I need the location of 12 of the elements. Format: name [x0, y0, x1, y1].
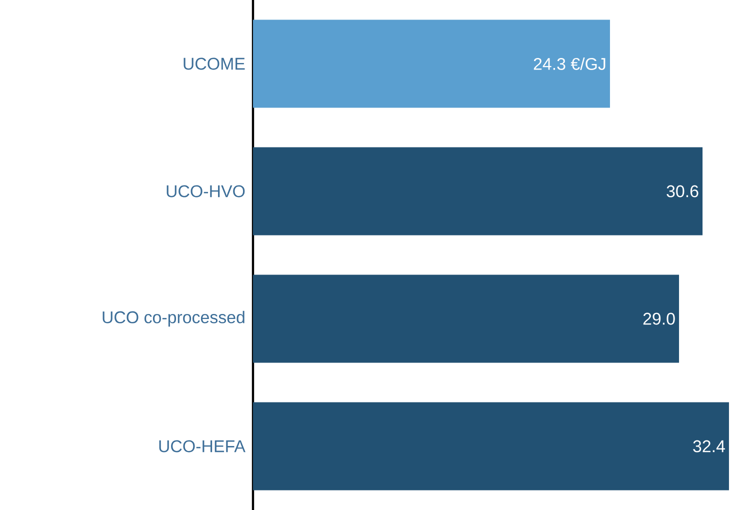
data-label: 24.3 €/GJ: [534, 58, 606, 70]
bar: [253, 274, 680, 363]
y-tick-label: UCO-HEFA: [159, 440, 246, 452]
bar: [253, 147, 703, 236]
bar: [253, 402, 729, 490]
bar: [253, 20, 610, 108]
y-tick-label: UCOME: [184, 58, 245, 70]
data-label: 29.0: [643, 312, 675, 325]
data-label: 32.4: [693, 440, 725, 452]
data-label: 30.6: [666, 185, 698, 198]
y-tick-label: UCO-HVO: [166, 185, 245, 198]
y-tick-label: UCO co-processed: [102, 310, 244, 327]
